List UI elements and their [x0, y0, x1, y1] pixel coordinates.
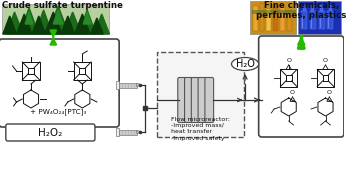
Bar — [119, 129, 137, 135]
Text: + PW₄O₂₄[PTC]₃: + PW₄O₂₄[PTC]₃ — [30, 108, 86, 115]
FancyBboxPatch shape — [178, 77, 186, 122]
Bar — [287, 11, 291, 31]
FancyBboxPatch shape — [198, 77, 207, 122]
Bar — [280, 7, 285, 31]
Polygon shape — [48, 6, 69, 34]
Polygon shape — [78, 10, 96, 34]
Bar — [2, 4, 109, 34]
FancyBboxPatch shape — [191, 77, 200, 122]
Bar — [116, 128, 119, 136]
Polygon shape — [32, 16, 45, 34]
Bar — [319, 11, 324, 29]
Bar — [119, 83, 137, 88]
Text: O: O — [327, 91, 332, 95]
Bar — [253, 6, 258, 31]
Bar — [260, 3, 264, 31]
Text: O: O — [290, 91, 295, 95]
Bar — [116, 81, 119, 89]
Polygon shape — [6, 12, 23, 34]
Ellipse shape — [231, 57, 259, 70]
Text: Flow microreactor:
-Improved mass/
heat transfer
-Improved safety: Flow microreactor: -Improved mass/ heat … — [171, 117, 230, 141]
Bar — [301, 11, 307, 29]
FancyBboxPatch shape — [205, 77, 214, 122]
Bar — [250, 1, 296, 34]
Polygon shape — [83, 12, 91, 24]
FancyBboxPatch shape — [6, 124, 95, 141]
Bar — [252, 10, 296, 14]
Text: O: O — [286, 59, 291, 64]
FancyBboxPatch shape — [157, 52, 244, 137]
Polygon shape — [20, 8, 39, 34]
Text: Crude sulfate turpentine: Crude sulfate turpentine — [2, 1, 123, 10]
FancyBboxPatch shape — [259, 36, 344, 137]
Polygon shape — [137, 84, 141, 87]
Bar — [266, 9, 271, 31]
Text: O: O — [323, 59, 328, 64]
Polygon shape — [25, 12, 33, 24]
Polygon shape — [64, 12, 81, 34]
Bar — [311, 5, 315, 11]
Bar — [327, 11, 333, 29]
Bar — [329, 5, 332, 11]
Polygon shape — [94, 14, 109, 34]
FancyBboxPatch shape — [0, 39, 119, 127]
Bar — [303, 5, 306, 11]
Polygon shape — [75, 14, 90, 34]
Bar — [299, 1, 341, 34]
Text: Fine chemicals,
perfumes, plastics: Fine chemicals, perfumes, plastics — [256, 1, 346, 20]
Polygon shape — [53, 10, 63, 24]
Polygon shape — [45, 12, 62, 34]
Bar — [273, 5, 278, 31]
Polygon shape — [91, 18, 103, 34]
Polygon shape — [61, 16, 75, 34]
Text: H₂O: H₂O — [236, 59, 255, 69]
Bar — [310, 11, 316, 29]
FancyBboxPatch shape — [185, 77, 193, 122]
Text: H₂O₂: H₂O₂ — [38, 128, 62, 138]
Polygon shape — [137, 130, 141, 133]
Polygon shape — [3, 16, 16, 34]
Bar — [320, 5, 323, 11]
Polygon shape — [35, 10, 52, 34]
Polygon shape — [16, 14, 32, 34]
